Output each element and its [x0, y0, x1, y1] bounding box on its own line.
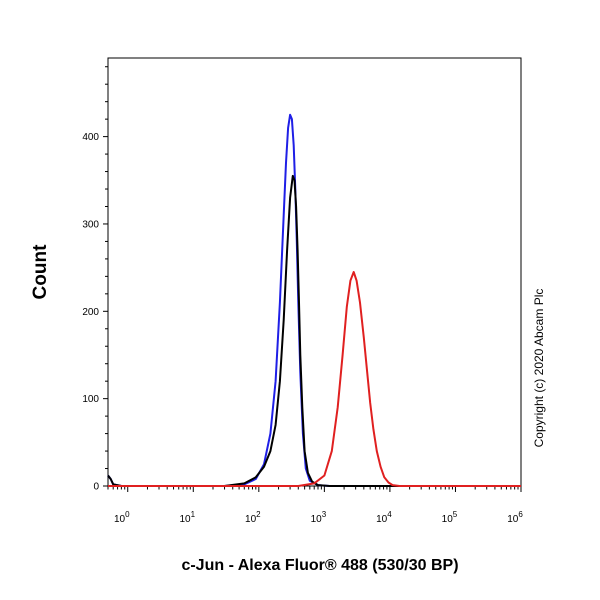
x-axis-ticks: 100 101 102 103 104 105 106 — [107, 486, 523, 525]
x-tick-label-1: 101 — [179, 510, 195, 525]
copyright-notice: Copyright (c) 2020 Abcam Plc — [532, 289, 546, 448]
x-tick-label-2: 102 — [245, 510, 261, 525]
x-axis-label: c-Jun - Alexa Fluor® 488 (530/30 BP) — [181, 557, 458, 574]
series-line-0 — [107, 113, 521, 487]
x-tick-label-6: 106 — [507, 510, 523, 525]
series-line-1 — [107, 174, 521, 487]
y-axis-label: Count — [30, 244, 51, 300]
plot-frame — [107, 57, 522, 487]
x-tick-label-4: 104 — [376, 510, 392, 525]
y-tick-label-0: 0 — [93, 482, 99, 493]
y-tick-label-3: 300 — [82, 219, 99, 230]
series-line-2 — [108, 271, 521, 487]
y-axis-ticks: 0 100 200 300 400 — [82, 66, 108, 493]
x-tick-label-3: 103 — [311, 510, 327, 525]
y-tick-label-1: 100 — [82, 394, 99, 405]
series-layer — [107, 113, 521, 487]
y-tick-label-2: 200 — [82, 307, 99, 318]
y-tick-label-4: 400 — [82, 132, 99, 143]
x-tick-label-0: 100 — [114, 510, 130, 525]
x-tick-label-5: 105 — [442, 510, 458, 525]
